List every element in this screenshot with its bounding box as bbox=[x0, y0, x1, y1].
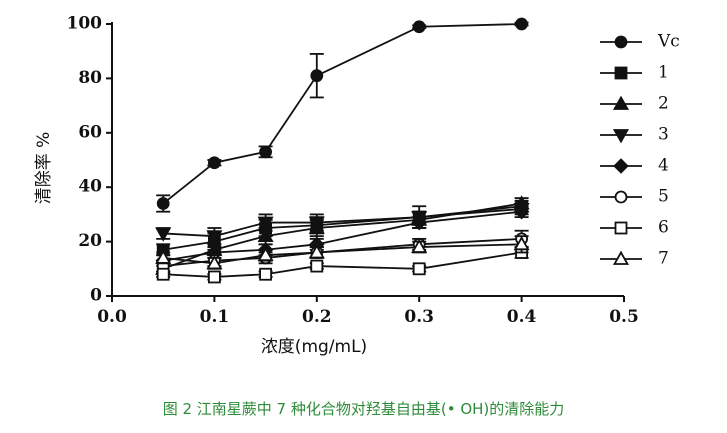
tick-labels: 0.0 0.1 0.2 0.3 0.4 0.5 0 20 40 60 80 100 bbox=[67, 14, 639, 328]
series-line bbox=[163, 243, 522, 265]
data-point bbox=[156, 267, 170, 281]
data-point bbox=[515, 17, 528, 31]
data-point bbox=[310, 259, 324, 273]
data-point bbox=[411, 214, 427, 231]
x-tick-label: 0.0 bbox=[97, 307, 127, 327]
legend-label: 7 bbox=[658, 249, 669, 269]
series-line bbox=[163, 210, 522, 262]
data-point bbox=[156, 197, 170, 210]
y-tick-label: 0 bbox=[90, 286, 102, 306]
series-6 bbox=[156, 246, 529, 284]
x-tick-label: 0.3 bbox=[404, 307, 434, 327]
data-point bbox=[310, 69, 324, 83]
data-point bbox=[513, 203, 530, 220]
series-layer bbox=[155, 17, 530, 284]
legend-label: 6 bbox=[658, 218, 669, 238]
legend-item-6: 6 bbox=[600, 218, 669, 238]
x-tick-label: 0.4 bbox=[507, 307, 537, 327]
y-tick-label: 100 bbox=[67, 14, 103, 34]
legend-item-5: 5 bbox=[600, 187, 669, 207]
legend-marker bbox=[614, 66, 628, 80]
data-point bbox=[155, 227, 172, 242]
x-tick-label: 0.2 bbox=[302, 307, 332, 327]
data-point bbox=[155, 249, 172, 264]
legend-label: Vc bbox=[657, 32, 680, 52]
data-point bbox=[308, 244, 325, 259]
data-point bbox=[259, 145, 273, 159]
data-point bbox=[206, 230, 223, 245]
figure-caption: 图 2 江南星蕨中 7 种化合物对羟基自由基(• OH)的清除能力 bbox=[162, 400, 565, 418]
series-line bbox=[163, 208, 522, 238]
legend-label: 2 bbox=[658, 94, 669, 114]
data-point bbox=[257, 227, 274, 243]
y-tick-label: 20 bbox=[78, 231, 102, 251]
data-point bbox=[259, 267, 273, 281]
legend-marker bbox=[613, 158, 629, 174]
legend-item-1: 1 bbox=[600, 63, 669, 83]
y-axis-title: 清除率 % bbox=[34, 132, 54, 205]
data-point bbox=[206, 255, 223, 270]
legend-marker bbox=[612, 129, 630, 144]
data-point bbox=[412, 20, 426, 34]
legend-marker bbox=[614, 221, 628, 235]
data-point bbox=[207, 270, 221, 284]
x-axis-title: 浓度(mg/mL) bbox=[261, 337, 367, 357]
series-line bbox=[163, 251, 522, 278]
legend: Vc 1 2 3 4 5 6 7 bbox=[600, 32, 680, 269]
data-point bbox=[207, 156, 221, 170]
legend-marker bbox=[612, 250, 630, 265]
legend-marker bbox=[614, 190, 628, 204]
legend-label: 3 bbox=[658, 125, 669, 145]
y-tick-label: 40 bbox=[78, 177, 102, 197]
series-Vc bbox=[156, 17, 529, 213]
legend-label: 1 bbox=[658, 63, 669, 83]
axes bbox=[106, 22, 625, 302]
legend-item-3: 3 bbox=[600, 125, 669, 145]
legend-item-7: 7 bbox=[600, 249, 669, 269]
legend-label: 5 bbox=[658, 187, 669, 207]
legend-marker bbox=[614, 35, 628, 49]
data-point bbox=[412, 262, 426, 276]
y-tick-label: 80 bbox=[78, 68, 102, 88]
series-line bbox=[163, 237, 522, 267]
series-line bbox=[162, 23, 522, 205]
x-tick-label: 0.5 bbox=[609, 307, 639, 327]
legend-label: 4 bbox=[658, 156, 669, 176]
data-point bbox=[308, 216, 325, 231]
series-7 bbox=[155, 235, 530, 270]
legend-marker bbox=[612, 95, 630, 110]
legend-item-2: 2 bbox=[600, 94, 669, 114]
legend-item-4: 4 bbox=[600, 156, 669, 176]
data-point bbox=[411, 238, 428, 253]
data-point bbox=[257, 216, 274, 231]
y-tick-label: 60 bbox=[78, 122, 102, 142]
data-point bbox=[513, 235, 530, 251]
data-point bbox=[257, 246, 274, 262]
legend-item-Vc: Vc bbox=[600, 32, 680, 52]
x-tick-label: 0.1 bbox=[200, 307, 230, 327]
